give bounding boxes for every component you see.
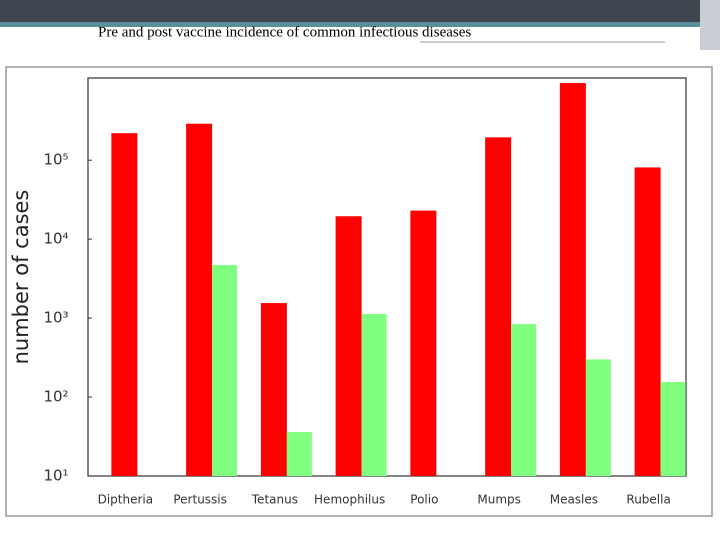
y-tick-label: 10³ xyxy=(43,309,68,327)
bar xyxy=(511,324,537,476)
x-tick-label: Measles xyxy=(550,493,598,507)
x-tick-label: Pertussis xyxy=(173,493,227,507)
bar xyxy=(410,210,437,476)
y-tick-label: 10² xyxy=(43,388,68,406)
bar xyxy=(111,133,138,476)
x-tick-label: Polio xyxy=(410,493,438,507)
bar xyxy=(660,382,686,476)
y-tick-label: 10⁴ xyxy=(43,230,68,248)
header-bar xyxy=(0,0,700,22)
header-accent xyxy=(0,22,720,27)
bar xyxy=(335,216,362,476)
x-tick-label: Mumps xyxy=(477,493,521,507)
bar xyxy=(485,137,512,476)
y-axis-label: number of cases xyxy=(9,190,33,365)
y-tick-label: 10⁵ xyxy=(43,151,68,169)
x-tick-label: Diptheria xyxy=(98,493,154,507)
bar xyxy=(361,313,387,476)
bar xyxy=(260,303,287,476)
x-tick-label: Tetanus xyxy=(251,493,298,507)
bar xyxy=(186,123,213,477)
bar xyxy=(286,432,312,476)
chart-title: Pre and post vaccine incidence of common… xyxy=(98,24,471,40)
bar xyxy=(585,359,611,476)
x-tick-label: Hemophilus xyxy=(314,493,385,507)
x-tick-label: Rubella xyxy=(626,493,670,507)
header-corner xyxy=(700,0,720,50)
bar xyxy=(212,265,238,476)
bar xyxy=(634,167,661,476)
y-tick-label: 10¹ xyxy=(43,467,68,485)
bar xyxy=(559,83,586,477)
